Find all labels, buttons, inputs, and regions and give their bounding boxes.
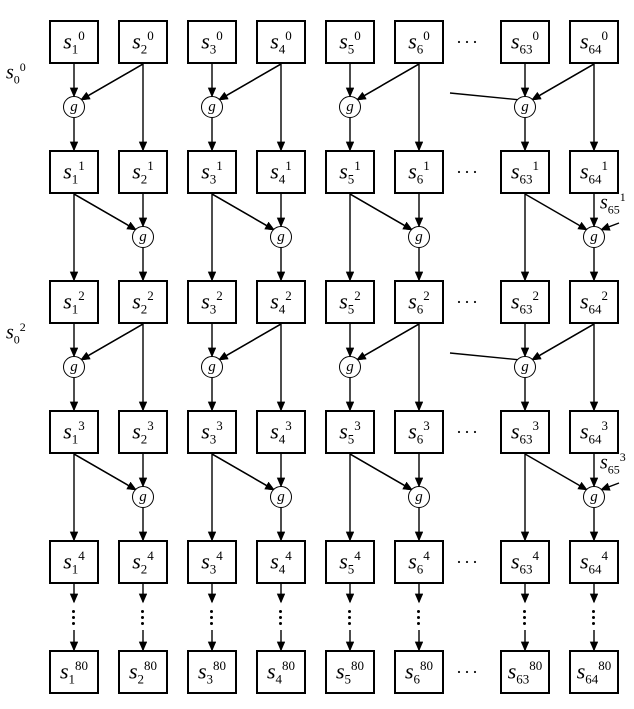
state-node: s31 xyxy=(187,150,237,194)
v-ellipsis xyxy=(417,610,420,625)
state-node: s64 xyxy=(394,540,444,584)
g-gate: g xyxy=(63,356,85,378)
external-state-label: s651 xyxy=(600,190,626,218)
state-node: s680 xyxy=(394,650,444,694)
g-gate: g xyxy=(583,226,605,248)
state-node: s53 xyxy=(325,410,375,454)
state-node: s54 xyxy=(325,540,375,584)
g-gate: g xyxy=(132,226,154,248)
state-node: s642 xyxy=(569,280,619,324)
g-gate: g xyxy=(201,356,223,378)
state-node: s42 xyxy=(256,280,306,324)
state-node: s633 xyxy=(500,410,550,454)
state-node: s11 xyxy=(49,150,99,194)
state-node: s33 xyxy=(187,410,237,454)
external-state-label: s00 xyxy=(6,60,26,88)
state-node: s630 xyxy=(500,20,550,64)
state-node: s61 xyxy=(394,150,444,194)
g-gate: g xyxy=(270,486,292,508)
state-node: s20 xyxy=(118,20,168,64)
state-node: s40 xyxy=(256,20,306,64)
state-node: s22 xyxy=(118,280,168,324)
g-gate: g xyxy=(339,356,361,378)
state-node: s643 xyxy=(569,410,619,454)
state-node: s644 xyxy=(569,540,619,584)
v-ellipsis xyxy=(348,610,351,625)
state-node: s44 xyxy=(256,540,306,584)
g-gate: g xyxy=(339,96,361,118)
state-node: s580 xyxy=(325,650,375,694)
g-gate: g xyxy=(270,226,292,248)
state-node: s10 xyxy=(49,20,99,64)
state-node: s6480 xyxy=(569,650,619,694)
state-node: s30 xyxy=(187,20,237,64)
h-ellipsis: ··· xyxy=(456,422,480,443)
arrow-layer xyxy=(0,0,634,709)
v-ellipsis xyxy=(523,610,526,625)
diagram-canvas: s10 s20 s30 s40 s50 s60 s630 s640 s11 s21 s31 s41 s5… xyxy=(0,0,634,709)
g-gate: g xyxy=(583,486,605,508)
state-node: s632 xyxy=(500,280,550,324)
state-node: s6380 xyxy=(500,650,550,694)
state-node: s24 xyxy=(118,540,168,584)
state-node: s43 xyxy=(256,410,306,454)
v-ellipsis xyxy=(279,610,282,625)
state-node: s641 xyxy=(569,150,619,194)
external-state-label: s653 xyxy=(600,450,626,478)
state-node: s50 xyxy=(325,20,375,64)
g-gate: g xyxy=(514,356,536,378)
external-state-label: s02 xyxy=(6,320,26,348)
v-ellipsis xyxy=(210,610,213,625)
state-node: s60 xyxy=(394,20,444,64)
state-node: s480 xyxy=(256,650,306,694)
state-node: s32 xyxy=(187,280,237,324)
g-gate: g xyxy=(201,96,223,118)
g-gate: g xyxy=(408,486,430,508)
g-gate: g xyxy=(408,226,430,248)
g-gate: g xyxy=(63,96,85,118)
v-ellipsis xyxy=(72,610,75,625)
state-node: s640 xyxy=(569,20,619,64)
state-node: s23 xyxy=(118,410,168,454)
h-ellipsis: ··· xyxy=(456,32,480,53)
v-ellipsis xyxy=(141,610,144,625)
h-ellipsis: ··· xyxy=(456,162,480,183)
state-node: s21 xyxy=(118,150,168,194)
state-node: s14 xyxy=(49,540,99,584)
state-node: s180 xyxy=(49,650,99,694)
state-node: s62 xyxy=(394,280,444,324)
h-ellipsis: ··· xyxy=(456,662,480,683)
h-ellipsis: ··· xyxy=(456,552,480,573)
state-node: s13 xyxy=(49,410,99,454)
state-node: s41 xyxy=(256,150,306,194)
state-node: s34 xyxy=(187,540,237,584)
state-node: s51 xyxy=(325,150,375,194)
state-node: s380 xyxy=(187,650,237,694)
g-gate: g xyxy=(514,96,536,118)
state-node: s12 xyxy=(49,280,99,324)
h-ellipsis: ··· xyxy=(456,292,480,313)
state-node: s634 xyxy=(500,540,550,584)
state-node: s280 xyxy=(118,650,168,694)
state-node: s631 xyxy=(500,150,550,194)
state-node: s52 xyxy=(325,280,375,324)
state-node: s63 xyxy=(394,410,444,454)
g-gate: g xyxy=(132,486,154,508)
v-ellipsis xyxy=(592,610,595,625)
